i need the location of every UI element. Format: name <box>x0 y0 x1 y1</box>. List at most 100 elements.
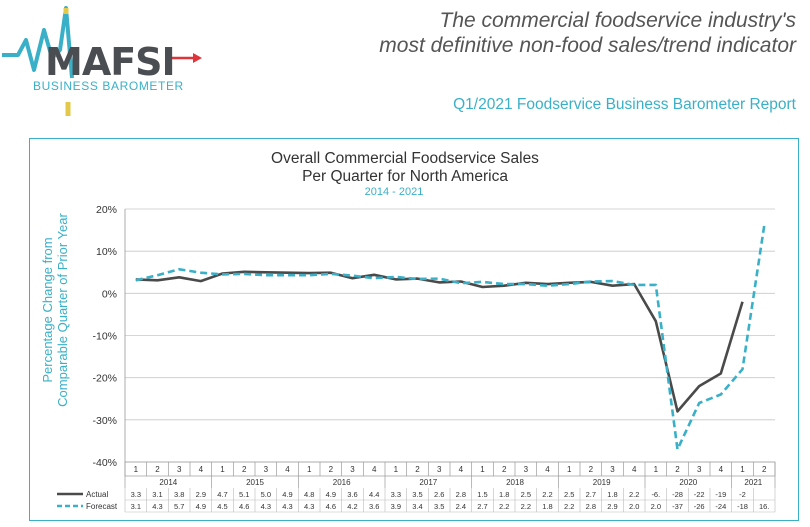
quarter-label: 3 <box>350 465 355 474</box>
data-label: 1.5 <box>477 490 487 499</box>
data-label: 1.8 <box>499 490 509 499</box>
data-label: 2.9 <box>607 502 617 511</box>
report-title: Q1/2021 Foodservice Business Barometer R… <box>453 96 796 113</box>
data-label: -24 <box>715 502 726 511</box>
quarter-label: 3 <box>610 465 615 474</box>
tagline-line-2: most definitive non-food sales/trend ind… <box>379 34 796 57</box>
mafsi-logo: MAFSI BUSINESS BAROMETER <box>0 0 215 120</box>
data-label: 4.4 <box>369 490 379 499</box>
logo-wordmark: MAFSI <box>45 40 176 84</box>
data-label: 1.8 <box>607 490 617 499</box>
data-label: 3.3 <box>131 490 141 499</box>
tagline: The commercial foodservice industry's mo… <box>326 8 796 58</box>
data-label: 4.8 <box>304 490 314 499</box>
data-label: 3.6 <box>369 502 379 511</box>
data-label: 5.1 <box>239 490 249 499</box>
data-label: -22 <box>694 490 705 499</box>
data-label: 2.2 <box>499 502 509 511</box>
year-label: 2014 <box>159 478 177 487</box>
data-label: 4.6 <box>239 502 249 511</box>
tagline-line-1: The commercial foodservice industry's <box>439 9 796 32</box>
quarter-label: 1 <box>394 465 399 474</box>
data-label: 2.2 <box>564 502 574 511</box>
data-label: -26 <box>694 502 705 511</box>
quarter-label: 4 <box>199 465 204 474</box>
data-label: 2.2 <box>521 502 531 511</box>
chart-subtitle: 2014 - 2021 <box>364 186 424 198</box>
data-label: 2.7 <box>586 490 596 499</box>
data-label: 3.9 <box>391 502 401 511</box>
series-line <box>135 225 766 451</box>
data-label: 2.2 <box>629 490 639 499</box>
data-label: 2.4 <box>456 502 466 511</box>
data-label: 3.1 <box>131 502 141 511</box>
data-label: 2.7 <box>477 502 487 511</box>
data-label: 2.9 <box>196 490 206 499</box>
data-label: 1.8 <box>542 502 552 511</box>
data-label: 3.6 <box>347 490 357 499</box>
quarter-label: 4 <box>719 465 724 474</box>
quarter-label: 1 <box>567 465 572 474</box>
chart-title: Overall Commercial Foodservice Sales Per… <box>0 150 810 186</box>
data-label: 4.3 <box>282 502 292 511</box>
year-label: 2021 <box>744 478 762 487</box>
logo-pulse-graphic <box>2 6 202 116</box>
data-label: -2 <box>739 490 746 499</box>
data-label: 4.3 <box>304 502 314 511</box>
data-label: 3.8 <box>174 490 184 499</box>
data-label: 4.9 <box>326 490 336 499</box>
data-label: 2.8 <box>586 502 596 511</box>
quarter-label: 4 <box>545 465 550 474</box>
year-label: 2020 <box>679 478 697 487</box>
y-tick-label: -40% <box>92 457 117 469</box>
quarter-label: 1 <box>480 465 485 474</box>
quarter-label: 4 <box>285 465 290 474</box>
data-label: 4.3 <box>261 502 271 511</box>
data-label: -28 <box>672 490 683 499</box>
y-tick-label: 0% <box>102 288 117 300</box>
data-label: -37 <box>672 502 683 511</box>
year-label: 2016 <box>333 478 351 487</box>
data-label: 2.5 <box>564 490 574 499</box>
chart-title-line-1: Overall Commercial Foodservice Sales <box>271 150 539 167</box>
quarter-label: 2 <box>502 465 507 474</box>
data-label: 2.5 <box>521 490 531 499</box>
data-label: 2.2 <box>542 490 552 499</box>
year-label: 2017 <box>419 478 437 487</box>
quarter-label: 3 <box>177 465 182 474</box>
data-label: -6. <box>651 490 660 499</box>
data-label: 4.3 <box>152 502 162 511</box>
quarter-label: 4 <box>372 465 377 474</box>
series-line <box>135 270 744 413</box>
data-label: 3.5 <box>434 502 444 511</box>
data-label: -19 <box>715 490 726 499</box>
data-label: 4.2 <box>347 502 357 511</box>
quarter-label: 2 <box>242 465 247 474</box>
data-label: 2.6 <box>434 490 444 499</box>
data-label: 2.0 <box>651 502 661 511</box>
quarter-label: 2 <box>155 465 160 474</box>
legend-label: Forecast <box>86 502 118 511</box>
quarter-label: 3 <box>264 465 269 474</box>
quarter-label: 2 <box>589 465 594 474</box>
quarter-label: 1 <box>740 465 745 474</box>
data-label: -18 <box>737 502 748 511</box>
data-label: 3.4 <box>412 502 422 511</box>
chart-title-line-2: Per Quarter for North America <box>302 168 508 185</box>
data-label: 2.0 <box>629 502 639 511</box>
quarter-label: 1 <box>654 465 659 474</box>
y-tick-label: 10% <box>96 246 117 258</box>
data-label: 3.5 <box>412 490 422 499</box>
data-label: 2.8 <box>456 490 466 499</box>
data-label: 3.3 <box>391 490 401 499</box>
y-tick-label: -20% <box>92 373 117 385</box>
quarter-label: 1 <box>134 465 139 474</box>
legend-label: Actual <box>86 490 108 499</box>
data-label: 5.0 <box>261 490 271 499</box>
data-label: 4.5 <box>217 502 227 511</box>
y-tick-label: -30% <box>92 415 117 427</box>
quarter-label: 3 <box>697 465 702 474</box>
y-tick-label: -10% <box>92 331 117 343</box>
quarter-label: 1 <box>307 465 312 474</box>
